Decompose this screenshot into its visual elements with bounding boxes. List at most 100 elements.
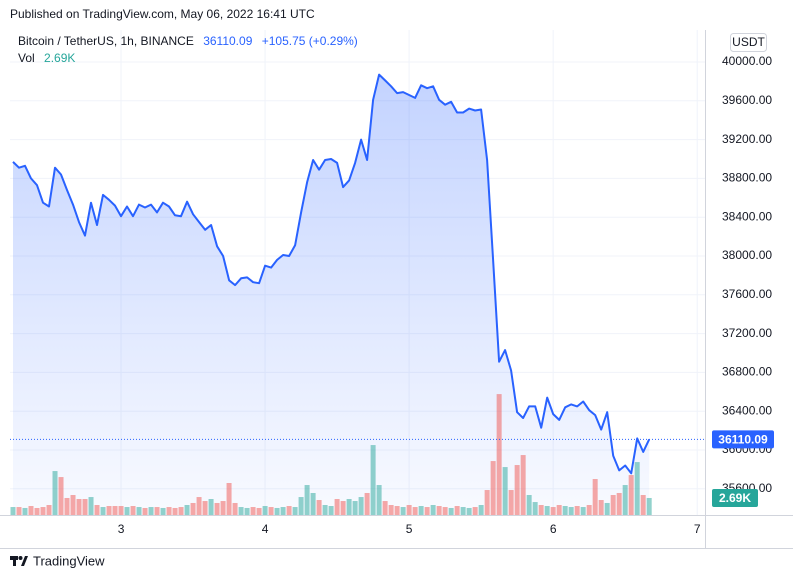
y-tick-label: 38400.00 [722, 209, 772, 223]
volume-bar [34, 507, 40, 515]
volume-bar [178, 507, 184, 515]
last-volume-label: 2.69K [719, 491, 751, 505]
volume-bar [172, 507, 178, 515]
volume-bar [640, 495, 646, 515]
volume-bar [346, 499, 352, 515]
volume-bar [70, 495, 76, 515]
volume-bar [268, 507, 274, 515]
volume-bar [382, 501, 388, 515]
volume-bar [586, 505, 592, 515]
symbol-name: Bitcoin / TetherUS, 1h, BINANCE [18, 34, 194, 48]
volume-bar [262, 506, 268, 515]
legend-volume: Vol 2.69K [18, 51, 75, 65]
volume-bar [130, 506, 136, 515]
volume-bar [10, 507, 16, 515]
volume-bar [160, 507, 166, 515]
volume-bar [238, 507, 244, 515]
volume-bar [394, 506, 400, 515]
volume-bar [574, 506, 580, 515]
volume-bar [304, 485, 310, 515]
volume-bar [556, 505, 562, 515]
volume-bar [550, 507, 556, 515]
axis-layer: 35600.0036000.0036400.0036800.0037200.00… [118, 54, 774, 536]
volume-bar [616, 492, 622, 515]
volume-bar [136, 507, 142, 515]
volume-bar [460, 507, 466, 515]
volume-layer [10, 394, 652, 515]
volume-bar [310, 492, 316, 515]
volume-bar [142, 507, 148, 515]
last-price-box [712, 430, 774, 449]
volume-bar [406, 505, 412, 515]
volume-bar [28, 506, 34, 515]
volume-bar [532, 502, 538, 515]
legend-volume-value: 2.69K [44, 51, 75, 65]
volume-bar [184, 505, 190, 515]
volume-name: Vol [18, 51, 35, 65]
x-tick-label: 5 [406, 522, 413, 536]
volume-bar [412, 507, 418, 515]
volume-bar [106, 506, 112, 515]
volume-bar [316, 500, 322, 515]
currency-label[interactable]: USDT [732, 35, 765, 49]
volume-bar [622, 485, 628, 515]
volume-bar [124, 507, 130, 515]
y-tick-label: 37200.00 [722, 326, 772, 340]
volume-bar [274, 507, 280, 515]
legend-change: +105.75 (+0.29%) [262, 34, 358, 48]
volume-bar [76, 499, 82, 515]
volume-bar [340, 501, 346, 515]
volume-bar [472, 507, 478, 515]
volume-bar [328, 506, 334, 515]
volume-bar [430, 505, 436, 515]
volume-bar [292, 507, 298, 515]
volume-bar [154, 507, 160, 515]
volume-bar [466, 507, 472, 515]
volume-bar [94, 505, 100, 515]
volume-bar [454, 506, 460, 515]
area-layer [13, 74, 650, 515]
volume-bar [82, 499, 88, 515]
y-tick-label: 39200.00 [722, 132, 772, 146]
published-note: Published on TradingView.com, May 06, 20… [10, 7, 315, 21]
volume-bar [526, 495, 532, 515]
volume-bar [580, 507, 586, 515]
volume-bar [646, 497, 652, 515]
x-tick-label: 4 [262, 522, 269, 536]
volume-bar [232, 502, 238, 515]
y-tick-label: 37600.00 [722, 287, 772, 301]
volume-bar [418, 506, 424, 515]
volume-bar [280, 507, 286, 515]
volume-bar [100, 507, 106, 515]
volume-bar [196, 497, 202, 515]
x-tick-label: 3 [118, 522, 125, 536]
volume-bar [202, 501, 208, 515]
x-tick-label: 7 [694, 522, 701, 536]
volume-bar [298, 497, 304, 515]
legend-symbol: Bitcoin / TetherUS, 1h, BINANCE 36110.09… [18, 34, 358, 48]
volume-bar [226, 483, 232, 515]
volume-bar [448, 507, 454, 515]
volume-bar [64, 497, 70, 515]
volume-bar [88, 497, 94, 515]
y-tick-label: 36400.00 [722, 403, 772, 417]
volume-bar [562, 506, 568, 515]
volume-bar [484, 490, 490, 515]
volume-bar [610, 495, 616, 515]
brand-logo [10, 556, 28, 566]
volume-bar [376, 485, 382, 515]
volume-bar [22, 507, 28, 515]
line-layer [10, 73, 705, 475]
volume-bar [502, 467, 508, 515]
volume-bar [256, 507, 262, 515]
volume-bar [598, 500, 604, 515]
volume-bar [118, 506, 124, 515]
volume-bar [52, 471, 58, 515]
volume-bar [400, 507, 406, 515]
last-price-label: 36110.09 [718, 433, 768, 447]
y-tick-label: 38800.00 [722, 171, 772, 185]
volume-bar [58, 477, 64, 515]
volume-bar [286, 506, 292, 515]
currency-button[interactable] [730, 33, 767, 52]
y-tick-label: 40000.00 [722, 54, 772, 68]
